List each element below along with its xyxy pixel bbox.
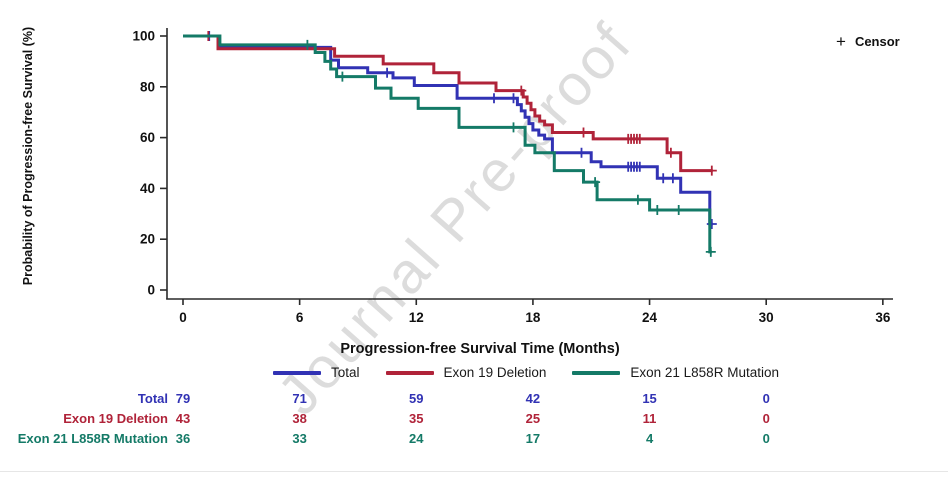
risk-table-row: Exon 21 L858R Mutation 36 33 24 17 4 0 xyxy=(18,431,770,446)
risk-count: 0 xyxy=(763,431,770,446)
risk-count: 33 xyxy=(292,431,306,446)
x-tick-label: 36 xyxy=(875,310,891,325)
risk-count: 0 xyxy=(763,411,770,426)
risk-count: 36 xyxy=(176,431,190,446)
censor-mark xyxy=(634,161,645,172)
risk-count: 71 xyxy=(292,391,306,406)
censor-mark xyxy=(516,85,527,96)
number-at-risk-table: Total 79 71 59 42 15 0 Exon 19 Deletion 43 38 35 25… xyxy=(18,391,770,446)
risk-count: 0 xyxy=(763,391,770,406)
risk-count: 25 xyxy=(526,411,540,426)
legend-label-exon21: Exon 21 L858R Mutation xyxy=(630,365,779,380)
censor-mark xyxy=(382,67,393,78)
censor-marks-exon21 xyxy=(302,39,716,257)
y-tick-label: 100 xyxy=(132,29,155,44)
step-line xyxy=(183,34,713,173)
risk-table-row: Total 79 71 59 42 15 0 xyxy=(138,391,770,406)
survival-curve-exon-19-deletion xyxy=(183,31,717,176)
x-tick-label: 18 xyxy=(525,310,541,325)
risk-count: 17 xyxy=(526,431,540,446)
risk-count: 4 xyxy=(646,431,654,446)
censor-mark xyxy=(590,177,601,188)
legend-item-total: Total xyxy=(273,365,360,380)
risk-count: 35 xyxy=(409,411,423,426)
censor-mark xyxy=(634,133,645,144)
censor-mark xyxy=(576,147,587,158)
risk-row-label: Exon 19 Deletion xyxy=(63,411,168,426)
risk-count: 15 xyxy=(642,391,656,406)
step-line xyxy=(183,34,713,226)
risk-row-label: Exon 21 L858R Mutation xyxy=(18,431,168,446)
risk-count: 11 xyxy=(643,411,657,426)
censor-mark xyxy=(673,205,684,215)
x-tick-label: 30 xyxy=(759,310,774,325)
censor-mark xyxy=(652,205,663,215)
axes: 0 20 40 60 80 100 0 6 12 18 24 30 36 xyxy=(132,28,893,325)
x-tick-label: 24 xyxy=(642,310,658,325)
x-tick-label: 0 xyxy=(179,310,187,325)
y-tick-label: 0 xyxy=(147,283,155,298)
y-tick-label: 80 xyxy=(140,79,155,94)
step-line xyxy=(183,34,712,254)
censor-mark xyxy=(706,165,717,176)
risk-count: 59 xyxy=(409,391,423,406)
risk-count: 38 xyxy=(292,411,306,426)
y-tick-label: 20 xyxy=(140,232,155,247)
legend-line-exon21 xyxy=(572,370,621,375)
legend-item-exon19: Exon 19 Deletion xyxy=(385,365,547,380)
risk-count: 43 xyxy=(176,411,190,426)
series-legend: Total Exon 19 Deletion Exon 21 L858R Mut… xyxy=(160,365,892,380)
censor-legend-label: Censor xyxy=(854,34,900,49)
censor-mark xyxy=(665,147,676,158)
y-tick-label: 40 xyxy=(140,181,155,196)
x-tick-label: 6 xyxy=(296,310,304,325)
censor-mark xyxy=(632,194,643,205)
censor-mark xyxy=(578,127,589,138)
y-axis-title: Probability of Progression-free Survival… xyxy=(21,26,35,286)
legend-label-exon19: Exon 19 Deletion xyxy=(443,365,547,380)
risk-count: 42 xyxy=(526,391,540,406)
x-tick-label: 12 xyxy=(409,310,424,325)
legend-label-total: Total xyxy=(331,365,360,380)
risk-count: 24 xyxy=(409,431,424,446)
censor-marks-exon19 xyxy=(203,31,717,176)
censor-mark xyxy=(489,93,499,104)
legend-item-exon21: Exon 21 L858R Mutation xyxy=(572,365,779,380)
censor-mark xyxy=(302,39,313,50)
page-divider-line xyxy=(0,471,948,472)
censor-mark xyxy=(705,246,716,257)
legend-line-total xyxy=(273,370,322,375)
x-axis-title: Progression-free Survival Time (Months) xyxy=(340,341,620,357)
y-tick-label: 60 xyxy=(140,130,155,145)
risk-row-label: Total xyxy=(138,391,168,406)
legend-line-exon19 xyxy=(385,370,434,375)
risk-table-row: Exon 19 Deletion 43 38 35 25 11 0 xyxy=(63,411,770,426)
survival-curve-exon-21-l858r-mutation xyxy=(183,34,716,257)
censor-mark xyxy=(667,173,678,184)
censor-legend: + Censor xyxy=(836,33,900,50)
censor-mark xyxy=(508,93,519,104)
censor-plus-icon: + xyxy=(836,32,846,51)
censor-mark xyxy=(337,71,348,82)
risk-count: 79 xyxy=(176,391,190,406)
censor-mark xyxy=(508,122,519,133)
censor-mark xyxy=(658,173,669,184)
